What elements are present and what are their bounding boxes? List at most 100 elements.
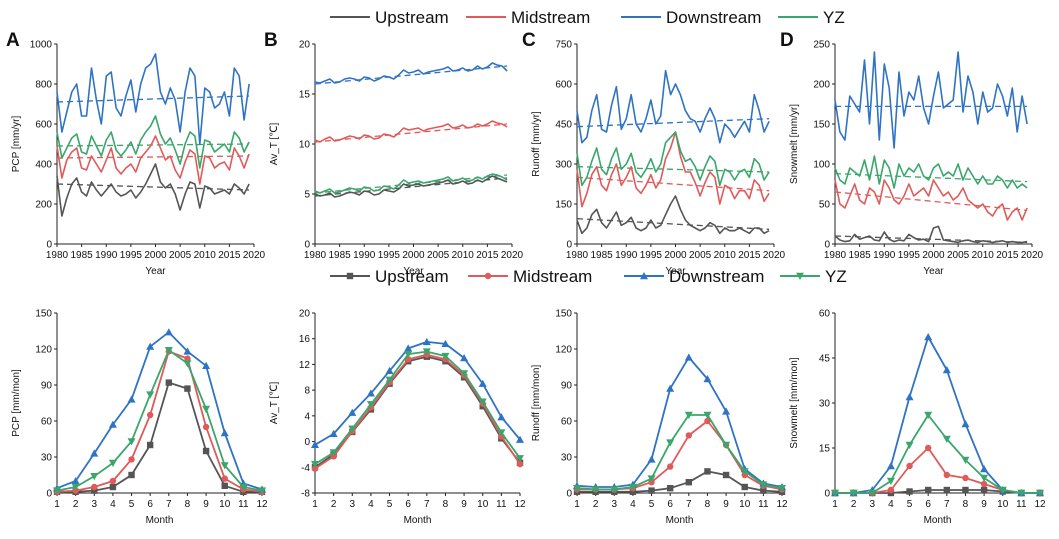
point-yz	[329, 449, 338, 457]
series-line-midstream	[314, 120, 508, 143]
point-downstream	[666, 384, 675, 392]
x-tick-label: 1980	[566, 250, 589, 261]
x-tick-label: 9	[981, 499, 987, 510]
series-line-downstream	[314, 62, 508, 84]
x-tick-label: 2000	[664, 250, 687, 261]
trend-line-upstream	[56, 183, 250, 191]
point-midstream	[146, 411, 154, 419]
x-tick-label: 9	[461, 499, 467, 510]
y-tick-label: -4	[301, 463, 310, 474]
legend-label-yz: YZ	[823, 8, 845, 27]
y-axis-label: Av_T [℃]	[269, 382, 280, 425]
x-tick-label: 3	[349, 499, 355, 510]
point-downstream	[220, 429, 229, 437]
x-tick-label: 9	[203, 499, 209, 510]
point-midstream	[202, 423, 210, 431]
x-tick-label: 2010	[452, 250, 475, 261]
y-tick-label: 60	[41, 417, 53, 428]
point-downstream	[497, 413, 506, 421]
point-downstream	[905, 393, 914, 401]
trend-line-downstream	[56, 95, 250, 103]
y-tick-label: 250	[813, 40, 830, 51]
y-axis-label: Runoff [mm/mon]	[531, 365, 542, 442]
x-tick-label: 2015	[996, 250, 1019, 261]
x-tick-label: 2015	[476, 250, 499, 261]
x-tick-label: 9	[723, 499, 729, 510]
x-tick-label: 1	[54, 499, 60, 510]
y-tick-label: 300	[555, 160, 572, 171]
y-axis-label: Av_T [℃]	[269, 123, 280, 166]
y-tick-label: 30	[819, 399, 831, 410]
y-tick-label: 100	[813, 160, 830, 171]
x-tick-label: 1980	[824, 250, 847, 261]
x-tick-label: 6	[667, 499, 673, 510]
x-axis-label: Year	[923, 266, 944, 277]
x-tick-label: 2010	[194, 250, 217, 261]
x-tick-label: 1985	[329, 250, 352, 261]
legend-label-upstream: Upstream	[375, 267, 449, 286]
point-downstream	[924, 333, 933, 341]
x-tick-label: 5	[907, 499, 913, 510]
point-yz	[164, 347, 173, 355]
point-downstream	[961, 420, 970, 428]
x-tick-label: 2	[593, 499, 599, 510]
trend-line-downstream	[576, 118, 770, 128]
point-yz	[703, 411, 712, 419]
x-tick-label: 1985	[849, 250, 872, 261]
point-downstream	[183, 347, 192, 355]
legend-marker-midstream	[484, 272, 492, 280]
x-axis-label: Year	[403, 266, 424, 277]
legend-label-downstream: Downstream	[669, 267, 764, 286]
point-midstream	[980, 480, 988, 488]
point-upstream	[741, 483, 748, 491]
x-tick-label: 1995	[640, 250, 663, 261]
point-downstream	[703, 375, 712, 383]
point-midstream	[906, 462, 913, 470]
x-tick-label: 2005	[169, 250, 192, 261]
panel-label-d: D	[780, 30, 794, 51]
point-yz	[497, 429, 506, 437]
x-tick-label: 2	[73, 499, 79, 510]
point-midstream	[128, 456, 135, 463]
series-line-upstream	[56, 163, 250, 217]
y-tick-label: 200	[813, 80, 830, 91]
x-tick-label: 6	[925, 499, 931, 510]
y-tick-label: 800	[35, 80, 52, 91]
point-yz	[924, 411, 933, 419]
point-upstream	[648, 487, 655, 494]
point-downstream	[348, 408, 357, 416]
x-tick-label: 2020	[501, 250, 524, 261]
panel-label-c: C	[522, 30, 536, 51]
series-line-downstream	[576, 356, 783, 488]
point-yz	[146, 391, 155, 399]
x-tick-label: 6	[405, 499, 411, 510]
point-upstream	[924, 486, 932, 494]
panel-label-b: B	[264, 30, 278, 51]
legend-label-downstream: Downstream	[666, 8, 761, 27]
x-tick-label: 2	[331, 499, 337, 510]
point-yz	[127, 438, 136, 446]
point-upstream	[722, 471, 730, 479]
point-yz	[831, 489, 839, 497]
series-line-yz	[56, 349, 263, 492]
x-tick-label: 4	[368, 499, 374, 510]
trend-line-yz	[56, 143, 250, 147]
point-downstream	[441, 339, 450, 348]
x-tick-label: 1995	[378, 250, 401, 261]
point-yz	[478, 398, 487, 406]
point-yz	[961, 456, 970, 464]
point-yz	[722, 441, 731, 449]
point-yz	[183, 360, 192, 368]
point-downstream	[942, 366, 951, 374]
point-upstream	[146, 441, 154, 449]
y-tick-label: 150	[813, 120, 830, 131]
series-line-midstream	[834, 179, 1028, 221]
point-yz	[239, 483, 248, 491]
legend-marker-upstream	[346, 272, 354, 280]
point-downstream	[90, 449, 99, 457]
legend-top: Upstream Midstream Downstream YZ	[330, 8, 845, 27]
y-tick-label: 200	[35, 200, 52, 211]
point-upstream	[629, 488, 637, 495]
y-tick-label: 150	[555, 200, 572, 211]
